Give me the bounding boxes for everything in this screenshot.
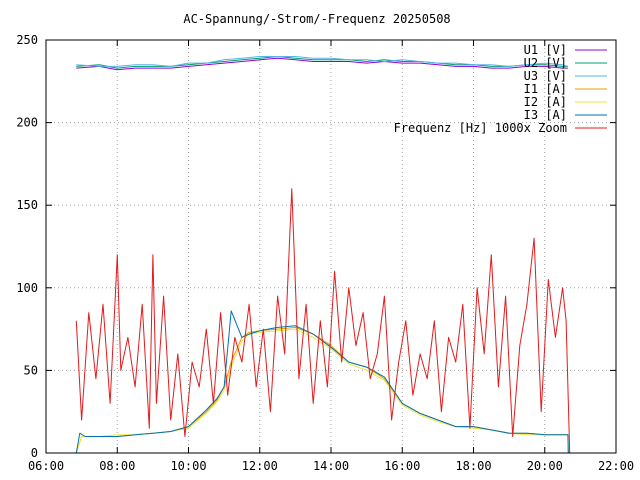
legend-label: Frequenz [Hz] 1000x Zoom <box>394 121 567 135</box>
legend: U1 [V]U2 [V]U3 [V]I1 [A]I2 [A]I3 [A]Freq… <box>394 43 607 135</box>
x-tick-label: 14:00 <box>313 459 349 473</box>
legend-label: U1 [V] <box>524 43 567 57</box>
x-tick-label: 16:00 <box>384 459 420 473</box>
x-tick-label: 18:00 <box>455 459 491 473</box>
grid <box>46 40 616 453</box>
legend-label: U2 [V] <box>524 56 567 70</box>
series-line-3 <box>76 56 569 67</box>
series-line-2 <box>76 56 568 69</box>
series-line-7 <box>75 188 571 454</box>
x-tick-label: 06:00 <box>28 459 64 473</box>
y-tick-label: 0 <box>31 446 38 460</box>
series-line-6 <box>75 310 569 454</box>
y-tick-label: 50 <box>24 363 38 377</box>
series-layer <box>75 56 571 454</box>
x-tick-label: 10:00 <box>170 459 206 473</box>
legend-label: I3 [A] <box>524 108 567 122</box>
x-tick-label: 22:00 <box>598 459 634 473</box>
y-tick-label: 250 <box>16 33 38 47</box>
y-tick-label: 100 <box>16 281 38 295</box>
axes: 06:00 08:00 10:00 12:00 14:00 16:00 18:00 20:00… <box>16 33 634 473</box>
chart-title: AC-Spannung/-Strom/-Frequenz 20250508 <box>183 12 450 26</box>
legend-label: U3 [V] <box>524 69 567 83</box>
series-line-1 <box>76 57 568 71</box>
x-tick-label: 20:00 <box>527 459 563 473</box>
y-tick-label: 150 <box>16 198 38 212</box>
legend-label: I2 [A] <box>524 95 567 109</box>
x-tick-label: 12:00 <box>242 459 278 473</box>
legend-label: I1 [A] <box>524 82 567 96</box>
y-tick-label: 200 <box>16 116 38 130</box>
x-tick-label: 08:00 <box>99 459 135 473</box>
